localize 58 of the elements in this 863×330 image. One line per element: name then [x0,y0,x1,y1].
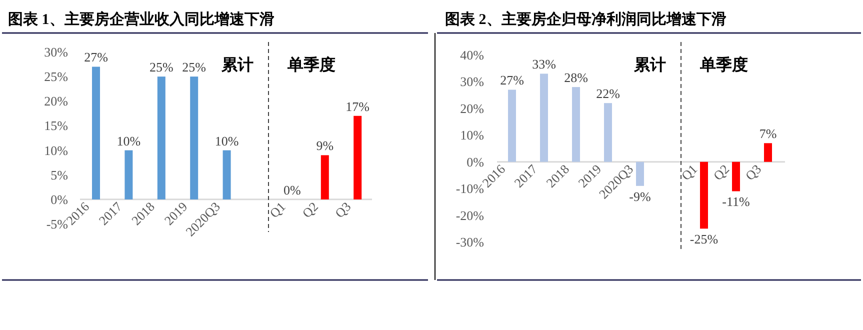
data-label: 25% [149,60,174,75]
data-label: -11% [722,194,750,210]
x-tick-label: Q2 [710,161,732,184]
y-tick-label: 20% [44,94,68,109]
data-label: 17% [346,98,370,114]
y-tick-label: 40% [460,48,484,62]
y-tick-label: 25% [44,69,68,84]
bar [157,76,166,200]
data-label: 22% [596,86,620,102]
data-label: 27% [500,72,524,88]
annotation: 累计 [220,56,254,74]
bar [508,90,516,162]
bar [636,162,644,186]
y-tick-label: -30% [456,234,484,250]
x-tick-label: Q1 [678,161,700,184]
x-tick-label: Q2 [299,198,322,221]
y-tick-label: 0% [50,192,68,207]
bar [764,143,772,162]
x-tick-label: Q3 [742,161,764,184]
y-tick-label: -10% [456,181,484,196]
data-label: 9% [316,138,334,154]
x-tick-label: Q3 [332,198,354,221]
bar [572,87,580,162]
y-tick-label: -5% [46,216,68,232]
y-tick-label: 0% [466,154,484,170]
data-label: 33% [532,56,556,72]
y-tick-label: 30% [460,74,484,90]
y-tick-label: 5% [50,167,68,182]
data-label: 25% [182,60,206,75]
y-tick-label: 30% [44,44,68,60]
data-label: 10% [214,133,239,148]
bar [222,150,231,200]
x-tick-label: Q1 [266,198,288,221]
bar [92,66,100,200]
data-label: -25% [690,232,718,247]
bar [732,162,740,192]
annotation: 单季度 [699,55,748,74]
bar [320,155,329,200]
bar [190,76,198,200]
y-tick-label: 20% [460,100,484,116]
data-label: 27% [84,50,108,65]
y-tick-label: 10% [460,128,484,143]
data-label: 7% [759,126,777,142]
data-label: 10% [116,133,141,148]
chart-title: 图表 2、主要房企归母净利润同比增速下滑 [445,10,726,28]
data-label: 0% [284,182,302,198]
bar [604,103,612,162]
bar [354,116,362,200]
bar [700,162,708,229]
annotation: 累计 [633,56,666,74]
y-tick-label: 15% [44,118,68,134]
y-tick-label: -20% [456,208,484,223]
y-tick-label: 10% [44,142,68,158]
chart-title: 图表 1、主要房企营业收入同比增速下滑 [8,10,274,28]
bar [124,150,133,200]
data-label: 28% [564,70,588,86]
annotation: 单季度 [286,55,336,74]
bar [540,74,548,162]
